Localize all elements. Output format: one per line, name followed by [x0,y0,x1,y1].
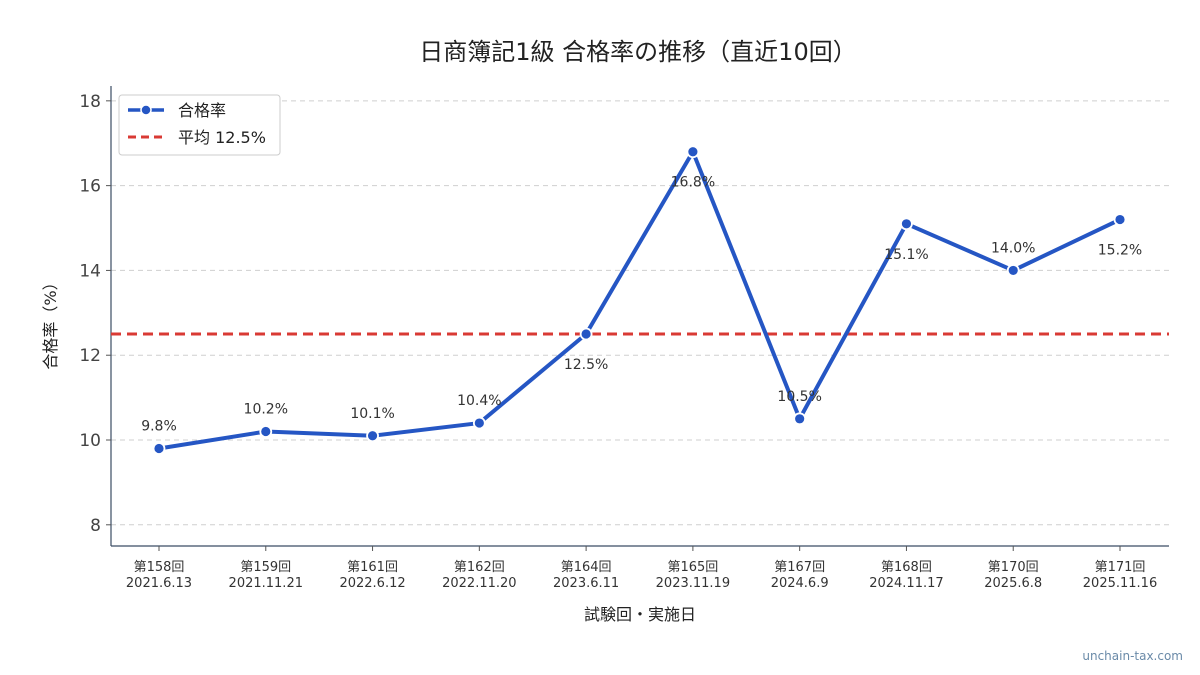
data-label-2: 10.1% [350,406,394,422]
data-point-4 [579,327,593,341]
watermark: unchain-tax.com [1082,649,1183,663]
data-point-6 [793,412,807,426]
data-label-4: 12.5% [564,357,608,373]
y-axis-label: 合格率（%） [41,274,60,369]
ytick-label-14: 14 [79,261,101,281]
xtick-label-session-3: 第162回 [454,560,505,575]
ytick-label-16: 16 [79,177,101,197]
data-label-1: 10.2% [244,402,288,418]
legend-marker-pass-rate [140,104,152,116]
data-label-9: 15.2% [1098,243,1142,259]
xtick-label-session-7: 第168回 [881,560,932,575]
xtick-label-session-5: 第165回 [667,560,718,575]
data-point-3 [472,416,486,430]
data-label-6: 10.5% [777,389,821,405]
xtick-label-session-8: 第170回 [988,560,1039,575]
x-axis-label: 試験回・実施日 [584,605,696,624]
data-point-1 [259,425,273,438]
grid-lines [111,100,1169,526]
series-pass-rate [152,145,1127,455]
xtick-label-date-2: 2022.6.12 [339,576,405,591]
data-label-7: 15.1% [884,247,928,263]
data-point-8 [1006,264,1020,277]
chart-title: 日商簿記1級 合格率の推移（直近10回） [419,38,856,66]
legend: 合格率 平均 12.5% [118,94,281,156]
xtick-label-date-4: 2023.6.11 [553,576,619,591]
ytick-label-18: 18 [79,92,101,112]
y-axis-ticks: 8 10 12 14 16 18 [79,92,111,536]
data-point-9 [1113,213,1127,226]
xtick-label-session-6: 第167回 [774,560,825,575]
axes [110,86,1169,547]
data-point-0 [152,442,166,455]
data-label-0: 9.8% [141,418,177,434]
xtick-label-session-4: 第164回 [561,560,612,575]
xtick-label-session-1: 第159回 [240,560,291,575]
xtick-label-date-3: 2022.11.20 [442,576,516,591]
data-label-8: 14.0% [991,240,1035,256]
ytick-label-10: 10 [79,431,101,451]
legend-label-pass-rate: 合格率 [178,101,226,120]
data-labels: 9.8% 10.2% 10.1% 10.4% 12.5% 16.8% 10.5% 15.1% 1… [141,175,1142,435]
xtick-label-date-1: 2021.11.21 [229,576,303,591]
data-point-7 [900,217,913,231]
data-point-2 [366,429,379,443]
xtick-label-date-8: 2025.6.8 [984,576,1042,591]
series-line-pass-rate [157,149,1122,451]
xtick-label-date-6: 2024.6.9 [771,576,829,591]
ytick-label-8: 8 [90,516,101,536]
xtick-label-date-7: 2024.11.17 [869,576,943,591]
xtick-label-session-9: 第171回 [1095,560,1146,575]
xtick-label-date-5: 2023.11.19 [656,576,730,591]
data-point-5 [686,145,700,159]
xtick-label-date-9: 2025.11.16 [1083,576,1157,591]
xtick-label-date-0: 2021.6.13 [126,576,192,591]
data-label-5: 16.8% [671,175,715,191]
xtick-label-session-0: 第158回 [134,560,185,575]
xtick-label-session-2: 第161回 [347,560,398,575]
ytick-label-12: 12 [79,346,101,366]
legend-label-average: 平均 12.5% [178,128,266,147]
data-label-3: 10.4% [457,393,501,409]
